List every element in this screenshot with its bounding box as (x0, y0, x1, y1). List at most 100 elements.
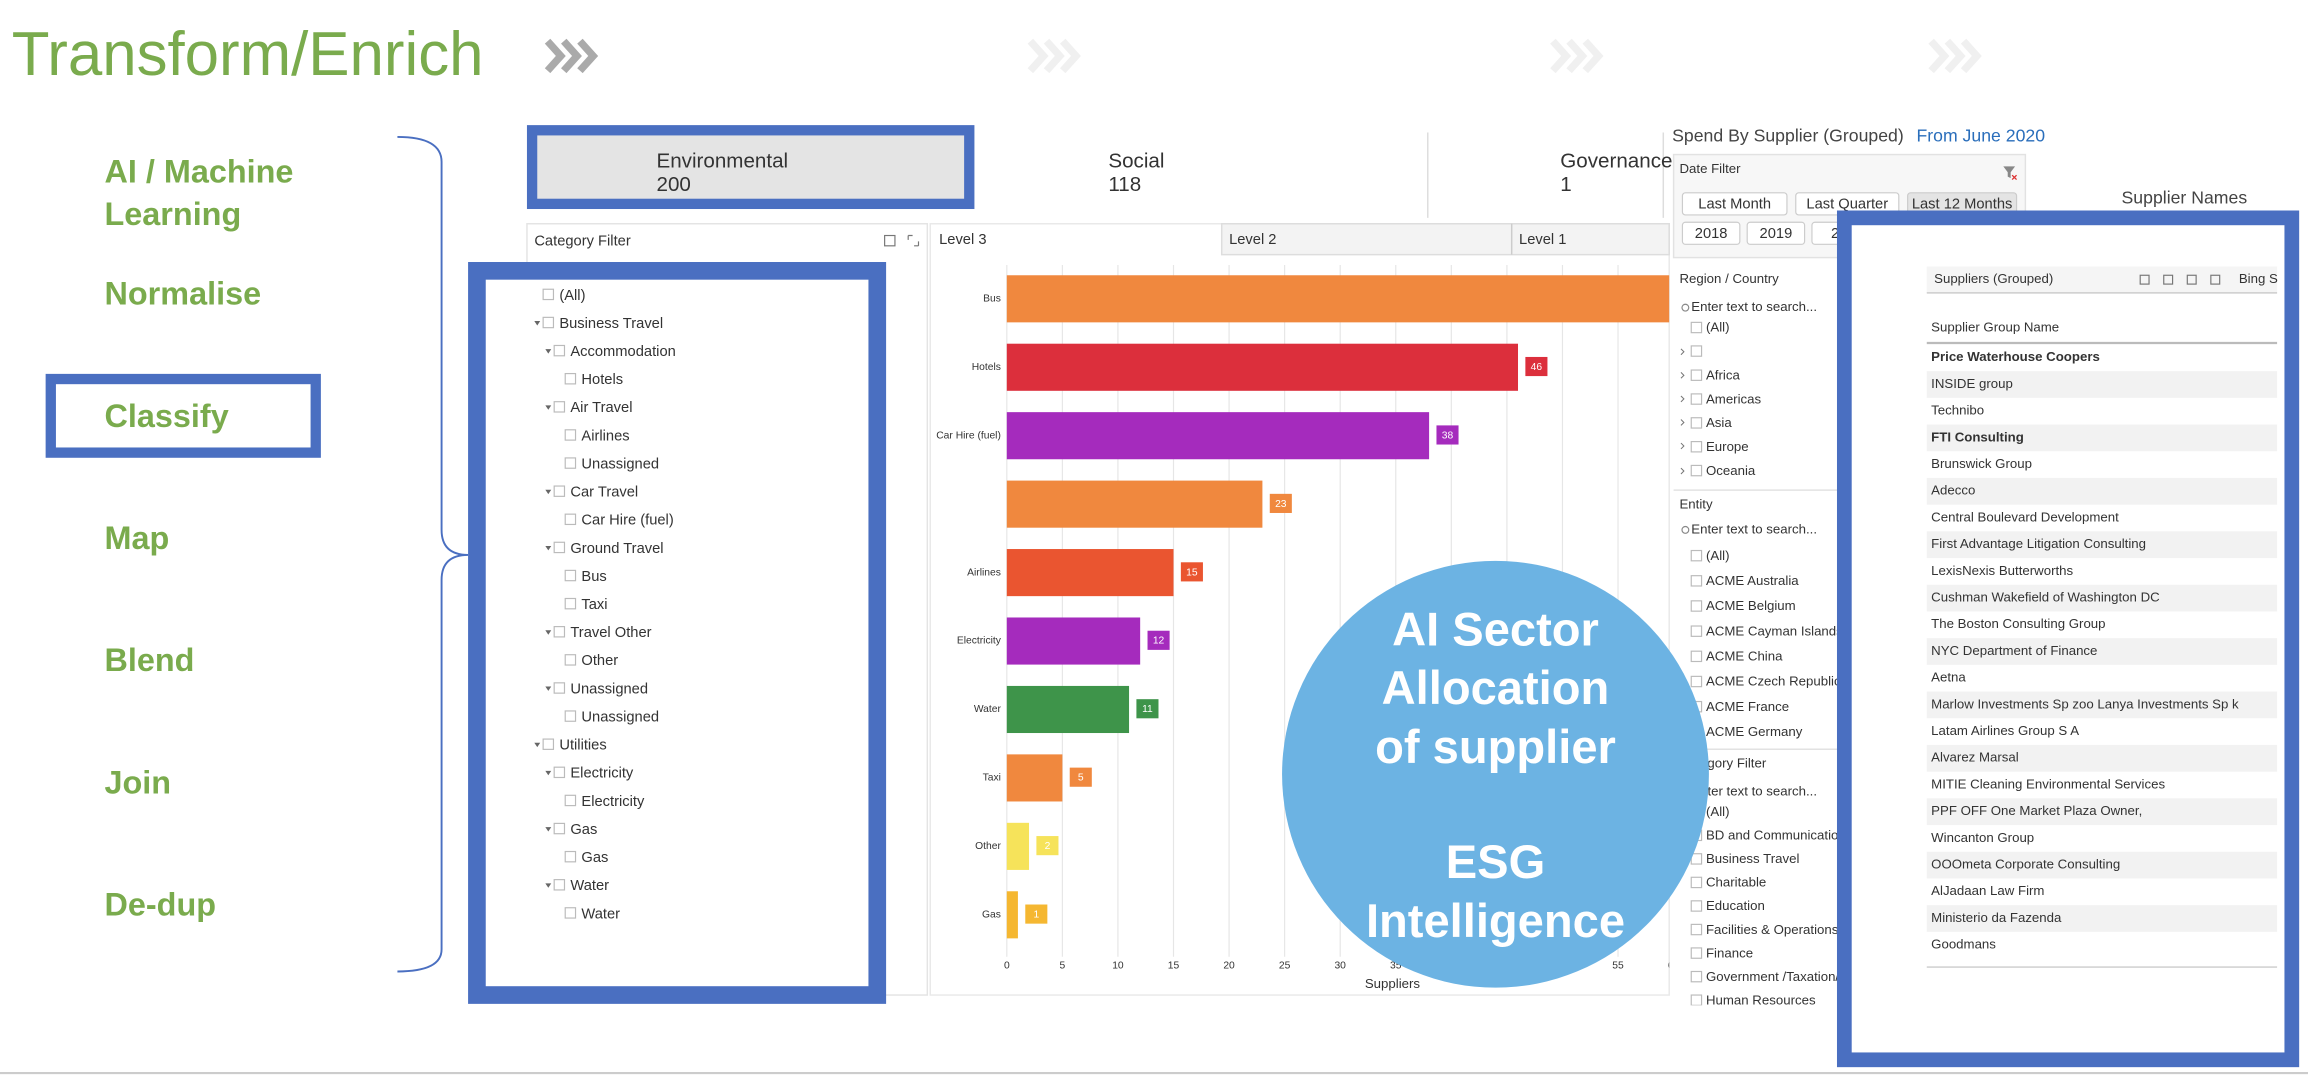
checkbox (1690, 575, 1703, 587)
row-stripe (1926, 798, 2278, 826)
x-tick-label: 60 (1668, 960, 1680, 971)
supplier-name: First Advantage Litigation Consulting (1931, 536, 2146, 551)
tree-item: Airlines (581, 428, 629, 444)
search-placeholder: Enter text to search... (1691, 521, 1817, 536)
supplier-name: Alvarez Marsal (1931, 750, 2019, 765)
filter-item: Europe (1706, 439, 1749, 454)
date-button-label[interactable]: Last 12 Months (1912, 196, 2013, 212)
value-label: 1 (1033, 910, 1039, 921)
overlay-subheading: Intelligence (1366, 894, 1625, 947)
tab-count: 1 (1560, 173, 1571, 196)
step-label: Blend (104, 641, 195, 679)
search-placeholder: Enter text to search... (1691, 299, 1817, 314)
checkbox (1690, 369, 1703, 381)
supplier-name: Ministerio da Fazenda (1931, 910, 2062, 925)
date-button-label[interactable]: Last Quarter (1806, 196, 1888, 212)
side-filters: Region / Country Enter text to search... (… (1679, 271, 1872, 1007)
overlay-heading: Allocation (1382, 661, 1610, 714)
step-label: De-dup (104, 886, 217, 923)
checkbox (1690, 440, 1703, 453)
date-button[interactable] (1681, 192, 1788, 216)
panel-title: Category Filter (534, 233, 631, 249)
tab-name: Social (1108, 149, 1164, 172)
row-stripe (1926, 905, 2278, 932)
bar (1006, 412, 1430, 460)
clear-filter-icon[interactable] (2011, 174, 2018, 181)
date-button[interactable] (1681, 221, 1741, 245)
supplier-name: OOOmeta Corporate Consulting (1931, 857, 2120, 872)
supplier-name: The Boston Consulting Group (1931, 616, 2105, 631)
expand-arrow (534, 742, 541, 748)
checkbox (553, 626, 566, 638)
value-label: 2 (1045, 841, 1051, 852)
tree-item: Water (581, 906, 620, 922)
filter-item: Human Resources (1706, 992, 1816, 1007)
checkbox (553, 485, 566, 497)
supplier-name: Wincanton Group (1931, 830, 2034, 845)
supplier-list: Price Waterhouse Coopers INSIDE group Tech… (1926, 349, 2278, 952)
filter-item: ACME Germany (1706, 724, 1803, 739)
x-tick-label: 25 (1279, 960, 1291, 971)
value-label-box (1036, 836, 1059, 856)
filter-item: Americas (1706, 391, 1762, 406)
filter-icon[interactable] (2186, 274, 2197, 285)
date-button-label[interactable]: Last Month (1698, 196, 1771, 212)
panel-icon[interactable] (884, 234, 896, 247)
value-label: 23 (1275, 499, 1287, 510)
tree-item: Air Travel (570, 400, 632, 416)
expand-icon[interactable] (907, 234, 920, 247)
supplier-name: Brunswick Group (1931, 456, 2032, 471)
x-tick-label: 20 (1223, 960, 1235, 971)
extra-tab[interactable]: Bing S (2239, 271, 2278, 286)
date-filter-title: Date Filter (1679, 161, 1741, 176)
chevron (1582, 38, 1604, 74)
checkbox (1690, 970, 1703, 983)
value-label-box (1180, 562, 1203, 582)
y-tick-label: Other (975, 841, 1001, 852)
filter-item: ACME Belgium (1706, 598, 1796, 613)
filter-item: Asia (1706, 415, 1732, 430)
filter-item: ACME China (1706, 649, 1783, 664)
step: Map (105, 520, 170, 557)
supplier-name: Price Waterhouse Coopers (1931, 349, 2100, 364)
bar (1006, 822, 1030, 870)
row-stripe (1926, 584, 2278, 612)
panel-header (1926, 266, 2278, 293)
row-stripe (1926, 691, 2278, 719)
bar (1006, 549, 1174, 597)
value-label-box (1069, 767, 1092, 787)
expand-arrow (545, 545, 552, 551)
tree-item: Unassigned (581, 709, 659, 725)
checkbox (564, 372, 577, 385)
level-header (1220, 223, 1670, 256)
expand-arrow (545, 883, 552, 888)
tree-item: Accommodation (570, 344, 675, 360)
value-label: 38 (1442, 430, 1454, 441)
expand-icon[interactable] (2210, 274, 2221, 285)
filter-item: Oceania (1706, 463, 1756, 478)
date-button-label[interactable]: 2019 (1760, 226, 1793, 242)
tree-item: Car Hire (fuel) (581, 513, 673, 529)
checkbox (564, 597, 577, 610)
expand-arrow (545, 489, 552, 495)
date-button[interactable] (1746, 221, 1806, 245)
row-stripe (1926, 477, 2278, 505)
level-tab: Level 2 (1229, 232, 1276, 248)
supplier-name: AlJadaan Law Firm (1931, 883, 2044, 898)
filter-icon[interactable] (2003, 166, 2016, 179)
overlay-heading: of supplier (1375, 720, 1616, 773)
expand-arrow (1680, 372, 1685, 379)
x-tick-label: 30 (1334, 960, 1346, 971)
bar (1006, 685, 1130, 734)
tree-item: Other (581, 653, 618, 669)
filter-item: Finance (1706, 945, 1753, 960)
copy-icon[interactable] (2163, 274, 2174, 285)
export-icon[interactable] (2139, 274, 2150, 285)
date-button-label[interactable]: 2018 (1695, 226, 1728, 242)
checkbox (542, 288, 555, 301)
checkbox (564, 429, 577, 441)
checkbox (1690, 393, 1703, 405)
row-stripe (1926, 638, 2278, 665)
